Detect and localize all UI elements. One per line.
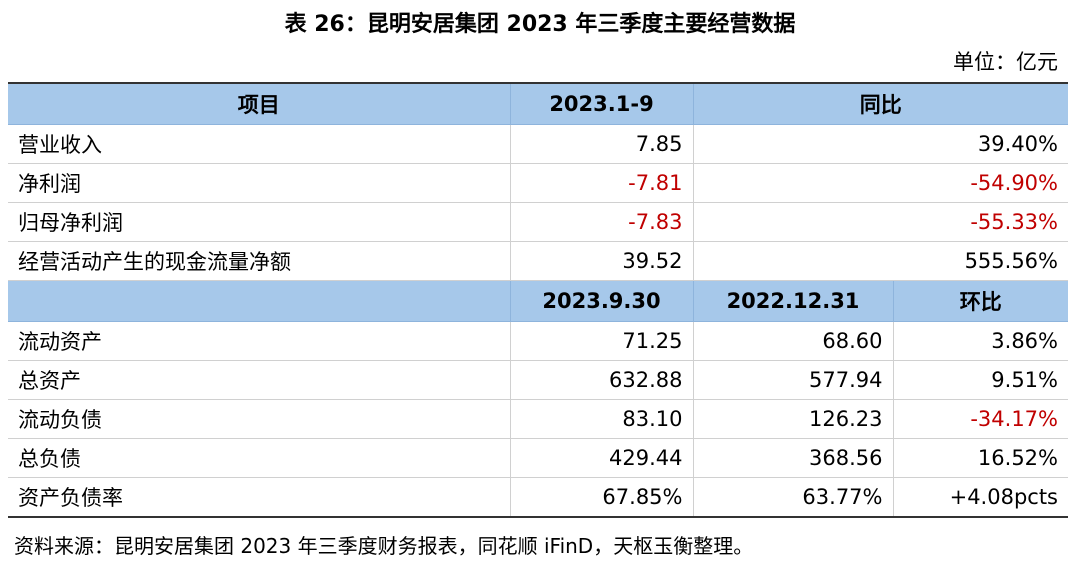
source-note: 资料来源：昆明安居集团 2023 年三季度财务报表，同花顺 iFinD，天枢玉衡…: [14, 534, 754, 558]
row-label: 归母净利润: [8, 202, 511, 242]
row-label: 流动资产: [8, 321, 511, 361]
row-label: 资产负债率: [8, 477, 511, 518]
value-cell: 555.56%: [693, 241, 1068, 281]
value-cell: 16.52%: [893, 438, 1068, 478]
value-cell: 7.85: [510, 124, 694, 164]
value-cell: 71.25: [510, 321, 694, 361]
value-cell: 68.60: [693, 321, 894, 361]
table-row: 归母净利润 -7.83 -55.33%: [8, 202, 1068, 242]
row-label: 经营活动产生的现金流量净额: [8, 241, 511, 281]
data-table: 项目 2023.1-9 同比 营业收入 7.85 39.40% 净利润 -7.81 -54.90…: [8, 82, 1068, 518]
value-cell: +4.08pcts: [893, 477, 1068, 518]
value-cell: 63.77%: [693, 477, 894, 518]
header-cell: 2023.9.30: [510, 280, 694, 322]
value-cell: -7.83: [510, 202, 694, 242]
value-cell: 9.51%: [893, 360, 1068, 400]
table-row: 项目 2023.1-9 同比: [8, 82, 1068, 125]
table-row: 2023.9.30 2022.12.31 环比: [8, 280, 1068, 322]
header-cell: 同比: [693, 82, 1068, 125]
row-label: 营业收入: [8, 124, 511, 164]
value-cell: -55.33%: [693, 202, 1068, 242]
table-row: 总负债 429.44 368.56 16.52%: [8, 438, 1068, 478]
value-cell: 67.85%: [510, 477, 694, 518]
header-cell: 项目: [8, 82, 511, 125]
table-row: 资产负债率 67.85% 63.77% +4.08pcts: [8, 477, 1068, 518]
value-cell: 632.88: [510, 360, 694, 400]
value-cell: -34.17%: [893, 399, 1068, 439]
row-label: 总负债: [8, 438, 511, 478]
table-row: 流动负债 83.10 126.23 -34.17%: [8, 399, 1068, 439]
table-row: 总资产 632.88 577.94 9.51%: [8, 360, 1068, 400]
value-cell: 39.40%: [693, 124, 1068, 164]
value-cell: 83.10: [510, 399, 694, 439]
value-cell: 368.56: [693, 438, 894, 478]
table-row: 经营活动产生的现金流量净额 39.52 555.56%: [8, 241, 1068, 281]
row-label: 总资产: [8, 360, 511, 400]
value-cell: 429.44: [510, 438, 694, 478]
value-cell: -54.90%: [693, 163, 1068, 203]
table-title: 表 26：昆明安居集团 2023 年三季度主要经营数据: [284, 12, 796, 37]
row-label: 净利润: [8, 163, 511, 203]
table-row: 营业收入 7.85 39.40%: [8, 124, 1068, 164]
table-row: 流动资产 71.25 68.60 3.86%: [8, 321, 1068, 361]
value-cell: 39.52: [510, 241, 694, 281]
table-row: 净利润 -7.81 -54.90%: [8, 163, 1068, 203]
unit-label: 单位：亿元: [953, 50, 1058, 74]
value-cell: 3.86%: [893, 321, 1068, 361]
row-label: 流动负债: [8, 399, 511, 439]
header-cell: 2022.12.31: [693, 280, 894, 322]
value-cell: 126.23: [693, 399, 894, 439]
header-cell: [8, 280, 511, 322]
header-cell: 环比: [893, 280, 1068, 322]
value-cell: -7.81: [510, 163, 694, 203]
value-cell: 577.94: [693, 360, 894, 400]
header-cell: 2023.1-9: [510, 82, 694, 125]
